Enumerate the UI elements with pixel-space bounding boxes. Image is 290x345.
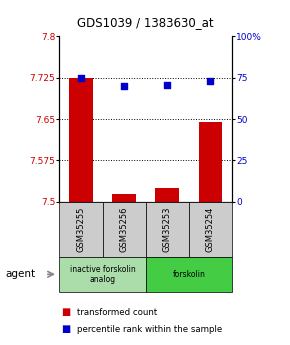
Text: GSM35254: GSM35254 xyxy=(206,207,215,252)
Text: GSM35253: GSM35253 xyxy=(163,207,172,252)
Point xyxy=(122,83,126,89)
Text: GDS1039 / 1383630_at: GDS1039 / 1383630_at xyxy=(77,16,213,29)
Bar xyxy=(155,188,179,202)
Bar xyxy=(69,78,93,202)
Bar xyxy=(199,122,222,202)
Text: percentile rank within the sample: percentile rank within the sample xyxy=(77,325,222,334)
Text: ■: ■ xyxy=(61,307,70,317)
Text: inactive forskolin
analog: inactive forskolin analog xyxy=(70,265,135,284)
Point xyxy=(208,78,213,84)
Text: agent: agent xyxy=(6,269,36,279)
Bar xyxy=(112,194,136,202)
Point xyxy=(165,82,170,88)
Point xyxy=(79,75,83,80)
Text: GSM35256: GSM35256 xyxy=(120,207,129,252)
Text: forskolin: forskolin xyxy=(173,270,205,279)
Text: transformed count: transformed count xyxy=(77,308,157,317)
Text: GSM35255: GSM35255 xyxy=(77,207,86,252)
Text: ■: ■ xyxy=(61,325,70,334)
